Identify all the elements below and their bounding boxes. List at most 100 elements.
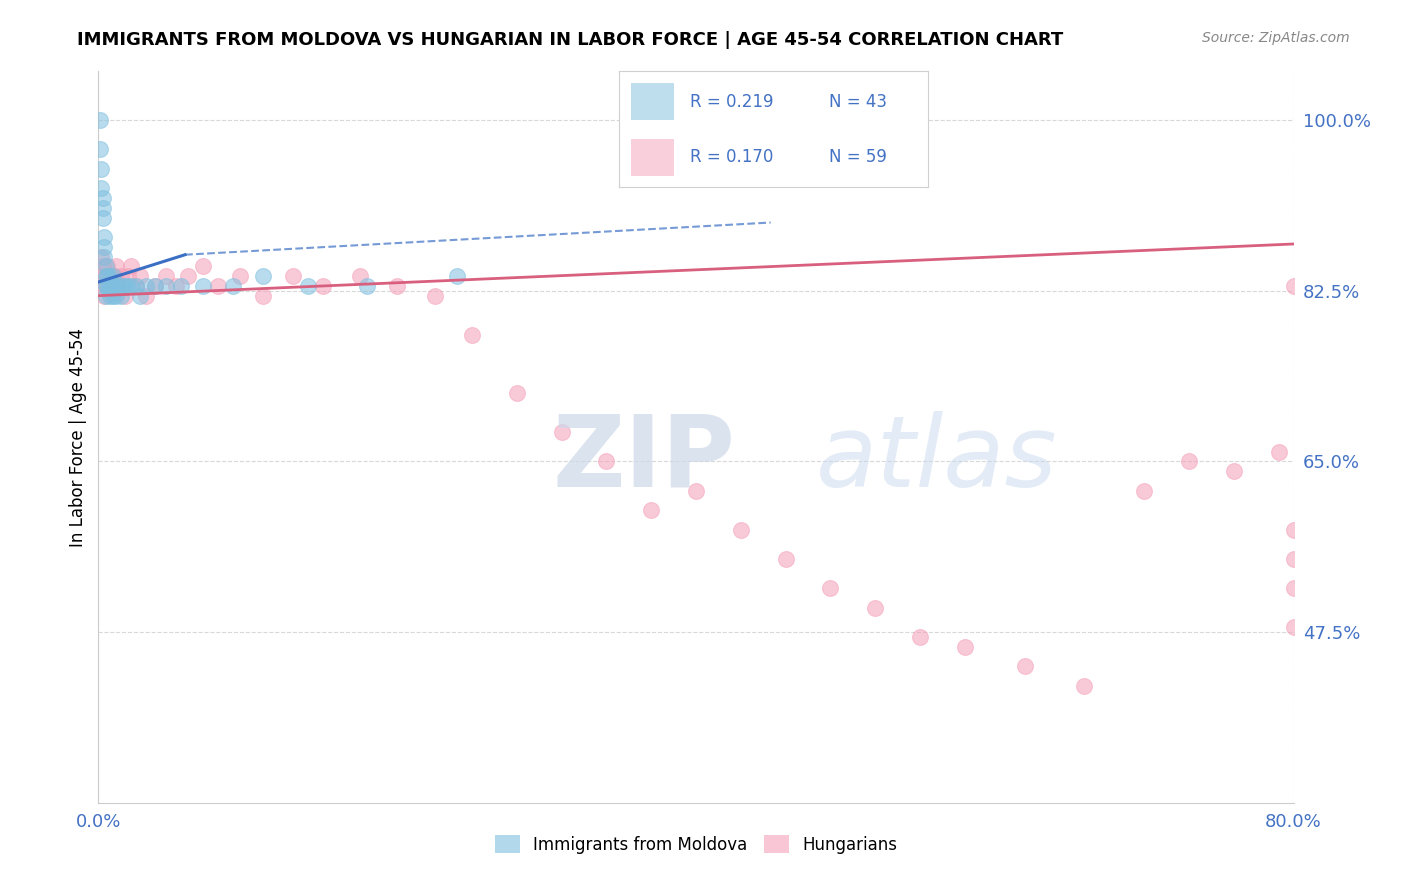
Point [820,581,842,595]
Point [94,269,117,284]
Point [107,279,129,293]
FancyBboxPatch shape [631,83,675,120]
Point [125,279,148,293]
Point [96,269,118,284]
Point [90,250,112,264]
Point [97,269,120,284]
Point [169,279,191,293]
Point [143,279,166,293]
Point [94,269,117,284]
Point [111,279,134,293]
Point [1073,679,1095,693]
Point [640,503,662,517]
Point [91,260,114,274]
Point [101,269,124,284]
Text: R = 0.170: R = 0.170 [690,148,773,166]
Point [94,260,117,274]
Point [110,269,132,284]
Point [125,279,148,293]
Point [117,279,139,293]
Point [94,279,117,293]
Point [155,269,177,284]
Point [129,269,152,284]
Point [103,269,125,284]
Point [104,279,127,293]
Point [104,269,127,284]
Point [94,279,117,293]
Point [252,288,274,302]
Point [110,288,132,302]
Point [311,279,333,293]
Point [155,279,177,293]
Point [94,288,117,302]
Point [685,483,707,498]
Text: atlas: atlas [815,410,1057,508]
Text: ZIP: ZIP [553,410,735,508]
Point [129,288,152,302]
Point [550,425,572,440]
Legend: Immigrants from Moldova, Hungarians: Immigrants from Moldova, Hungarians [488,829,904,860]
Point [91,211,114,225]
Point [120,260,142,274]
Point [111,279,134,293]
Text: N = 59: N = 59 [830,148,887,166]
Point [96,279,118,293]
Text: R = 0.219: R = 0.219 [690,93,773,111]
Point [93,288,115,302]
Point [135,279,157,293]
Point [107,279,129,293]
Point [191,279,214,293]
Point [461,327,484,342]
Point [90,181,112,195]
Point [98,288,122,302]
Point [165,279,187,293]
Point [117,269,139,284]
Point [446,269,468,284]
Point [89,113,111,128]
Point [93,250,115,264]
Point [114,279,136,293]
Point [207,279,229,293]
Point [252,269,274,284]
Y-axis label: In Labor Force | Age 45-54: In Labor Force | Age 45-54 [69,327,87,547]
Point [91,201,114,215]
Text: IMMIGRANTS FROM MOLDOVA VS HUNGARIAN IN LABOR FORCE | AGE 45-54 CORRELATION CHAR: IMMIGRANTS FROM MOLDOVA VS HUNGARIAN IN … [77,31,1063,49]
Point [1282,620,1305,634]
Point [91,191,114,205]
Point [1282,581,1305,595]
Point [135,288,157,302]
Point [93,240,115,254]
Point [1178,454,1201,468]
Point [89,142,111,156]
Point [506,386,529,401]
Point [177,269,200,284]
Point [222,279,245,293]
Point [93,230,115,244]
FancyBboxPatch shape [631,138,675,176]
Text: N = 43: N = 43 [830,93,887,111]
Point [97,279,120,293]
Point [730,523,752,537]
Point [1282,523,1305,537]
Point [953,640,976,654]
Point [1282,279,1305,293]
Point [98,279,122,293]
Point [1267,444,1289,458]
Point [1223,464,1246,478]
Point [101,279,124,293]
Point [1282,552,1305,566]
Point [114,288,136,302]
Point [349,269,371,284]
Point [191,260,214,274]
Point [385,279,409,293]
Point [93,279,115,293]
Point [90,161,112,176]
Point [89,269,111,284]
Point [105,288,128,302]
Text: Source: ZipAtlas.com: Source: ZipAtlas.com [1202,31,1350,45]
Point [98,279,122,293]
Point [105,260,128,274]
Point [103,279,125,293]
Point [97,269,120,284]
Point [1014,659,1036,673]
